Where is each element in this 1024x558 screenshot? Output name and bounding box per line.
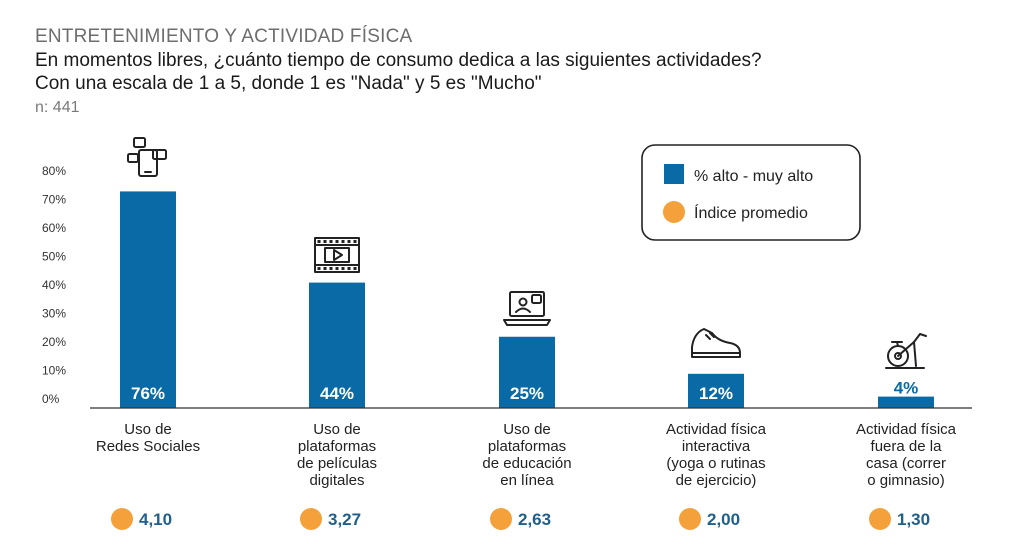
bar-value-label: 4%: [894, 379, 919, 398]
category-label: plataformas: [488, 438, 566, 455]
sneaker-icon: [691, 328, 741, 358]
category-label: de películas: [297, 455, 377, 472]
sample-size: n: 441: [35, 99, 80, 116]
category-label: o gimnasio): [867, 472, 945, 489]
legend-bar-swatch: [664, 164, 684, 184]
category-label: Actividad física: [856, 421, 957, 438]
category-label: fuera de la: [871, 438, 943, 455]
index-value: 4,10: [139, 510, 172, 529]
y-tick-label: 40%: [42, 278, 66, 292]
index-dot: [111, 508, 133, 530]
category-label: Redes Sociales: [96, 438, 200, 455]
question-line-2: Con una escala de 1 a 5, donde 1 es "Nad…: [35, 73, 542, 94]
bar: [499, 336, 555, 408]
category-label: Actividad física: [666, 421, 767, 438]
category-label: de educación: [482, 455, 571, 472]
bar: [688, 373, 744, 408]
category-icons: [127, 137, 927, 369]
y-tick-label: 80%: [42, 164, 66, 178]
index-dot: [490, 508, 512, 530]
legend-dot-swatch: [663, 201, 685, 223]
bar-value-label: 12%: [699, 384, 733, 403]
index-values: 4,10 3,27 2,63 2,00 1,30: [111, 508, 930, 530]
index-value: 2,63: [518, 510, 551, 529]
category-label: plataformas: [298, 438, 376, 455]
question-line-1: En momentos libres, ¿cuánto tiempo de co…: [35, 50, 762, 71]
category-label: interactiva: [682, 438, 751, 455]
bar-value-label: 76%: [131, 384, 165, 403]
exercise-bike-icon: [885, 333, 927, 369]
y-tick-label: 20%: [42, 335, 66, 349]
y-tick-label: 50%: [42, 250, 66, 264]
y-tick-label: 0%: [42, 392, 60, 406]
laptop-video-call-icon: [503, 291, 551, 326]
index-value: 3,27: [328, 510, 361, 529]
category-label: Uso de: [503, 421, 551, 438]
y-tick-label: 30%: [42, 307, 66, 321]
film-strip-icon: [314, 237, 360, 273]
legend: % alto - muy alto Índice promedio: [641, 144, 861, 241]
category-label: casa (correr: [866, 455, 946, 472]
category-label: Uso de: [124, 421, 172, 438]
chart-header: ENTRETENIMIENTO Y ACTIVIDAD FÍSICA En mo…: [35, 25, 762, 119]
bar: [878, 396, 934, 408]
legend-dot-label: Índice promedio: [694, 203, 808, 222]
legend-bar-label: % alto - muy alto: [694, 168, 813, 185]
category-label: de ejercicio): [676, 472, 757, 489]
category-label: (yoga o rutinas: [666, 455, 765, 472]
bar: [309, 282, 365, 408]
index-dot: [869, 508, 891, 530]
bar-value-label: 44%: [320, 384, 354, 403]
index-value: 1,30: [897, 510, 930, 529]
legend-box: [641, 144, 861, 241]
bars: 76% 44% 25% 12% 4%: [120, 191, 934, 408]
y-axis: 0% 10% 20% 30% 40% 50% 60% 70% 80%: [42, 164, 66, 406]
section-title: ENTRETENIMIENTO Y ACTIVIDAD FÍSICA: [35, 26, 413, 47]
bar-value-label: 25%: [510, 384, 544, 403]
index-dot: [679, 508, 701, 530]
y-tick-label: 10%: [42, 364, 66, 378]
y-tick-label: 70%: [42, 193, 66, 207]
social-media-phone-icon: [127, 137, 167, 177]
category-label: en línea: [500, 472, 554, 489]
bar: [120, 191, 176, 408]
category-label: digitales: [309, 472, 364, 489]
y-tick-label: 60%: [42, 221, 66, 235]
index-value: 2,00: [707, 510, 740, 529]
index-dot: [300, 508, 322, 530]
category-label: Uso de: [313, 421, 361, 438]
